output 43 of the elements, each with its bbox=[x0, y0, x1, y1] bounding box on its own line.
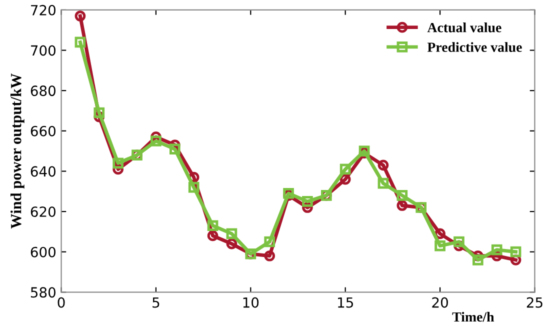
x-tick-label: 15 bbox=[338, 297, 353, 308]
y-tick-label: 580 bbox=[30, 287, 56, 298]
point bbox=[74, 36, 86, 48]
x-tick-label: 25 bbox=[526, 297, 542, 308]
x-tick-label: 5 bbox=[152, 297, 160, 308]
point bbox=[207, 230, 218, 242]
point bbox=[396, 190, 408, 201]
point bbox=[510, 246, 522, 258]
legend-label: Predictive value bbox=[427, 42, 522, 52]
y-tick-label: 700 bbox=[31, 45, 56, 56]
point bbox=[340, 174, 351, 185]
point bbox=[472, 254, 484, 266]
point bbox=[169, 144, 180, 154]
x-tick-label: 0 bbox=[58, 297, 65, 308]
point bbox=[112, 158, 124, 169]
point bbox=[264, 250, 276, 262]
legend-label: Actual value bbox=[427, 22, 502, 32]
x-axis-title: Time/h bbox=[452, 312, 494, 322]
point bbox=[188, 182, 200, 193]
point bbox=[226, 238, 238, 250]
point bbox=[491, 244, 502, 256]
point bbox=[226, 228, 238, 240]
y-tick-label: 640 bbox=[30, 166, 56, 177]
point bbox=[94, 107, 105, 118]
y-tick-label: 660 bbox=[30, 126, 56, 136]
y-tick-label: 720 bbox=[31, 4, 56, 16]
y-tick-label: 600 bbox=[30, 246, 56, 258]
point bbox=[434, 240, 446, 252]
point bbox=[302, 196, 313, 207]
point bbox=[378, 178, 389, 189]
point bbox=[74, 10, 86, 22]
point bbox=[264, 236, 276, 248]
x-tick-label: 20 bbox=[432, 297, 448, 308]
point bbox=[207, 220, 218, 232]
y-tick-label: 680 bbox=[30, 86, 56, 96]
point bbox=[150, 136, 162, 146]
y-axis-title: Wind power output/kW bbox=[10, 73, 24, 229]
point bbox=[454, 236, 464, 248]
point bbox=[378, 160, 389, 171]
y-tick-label: 620 bbox=[30, 206, 56, 218]
point bbox=[340, 164, 351, 175]
point bbox=[396, 200, 408, 211]
x-tick-label: 10 bbox=[243, 297, 259, 308]
